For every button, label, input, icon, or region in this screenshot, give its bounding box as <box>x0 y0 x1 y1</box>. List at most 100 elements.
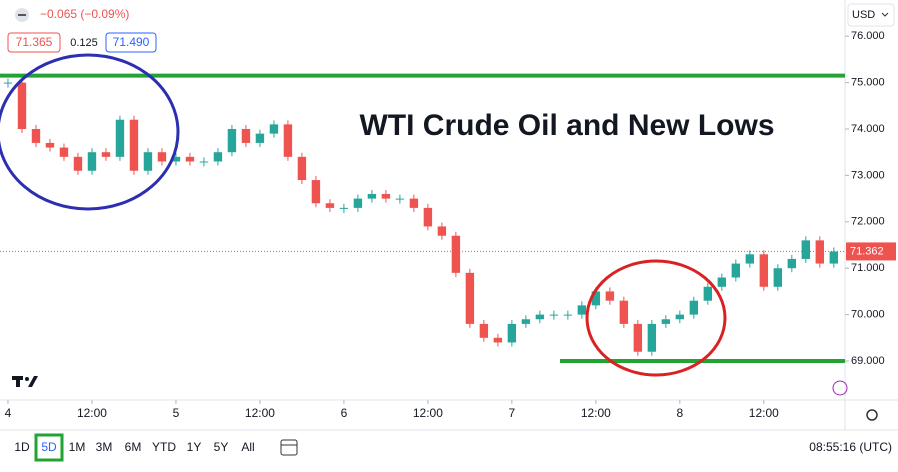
change: −0.065 (−0.09%) <box>40 7 129 21</box>
candle <box>661 319 671 324</box>
candle <box>493 337 503 343</box>
candle <box>745 254 755 264</box>
candle <box>241 129 251 143</box>
y-tick-label: 76.000 <box>851 30 885 42</box>
candle <box>353 198 363 208</box>
bid-box[interactable] <box>7 32 61 53</box>
x-tick-label: 12:00 <box>581 406 611 420</box>
x-tick-label: 12:00 <box>749 406 779 420</box>
ask: 71.490 <box>113 35 150 49</box>
candle <box>759 254 769 287</box>
candle <box>381 193 391 199</box>
candle <box>129 119 139 171</box>
candle <box>283 124 293 157</box>
range-button[interactable]: 1Y <box>187 440 202 454</box>
clock: 08:55:16 (UTC) <box>809 440 892 454</box>
candle <box>31 129 41 143</box>
currency-button[interactable] <box>847 3 895 27</box>
candle <box>269 124 279 134</box>
candle <box>87 152 97 171</box>
range-button[interactable]: YTD <box>152 440 176 454</box>
candle <box>731 263 741 278</box>
candle <box>437 226 447 236</box>
bid: 71.365 <box>16 35 53 49</box>
candle <box>59 147 69 157</box>
candle <box>465 272 475 324</box>
candle <box>689 300 699 315</box>
candle <box>227 129 237 153</box>
toolbar: 1D 5D 1M 3M 6M YTD 1Y 5Y All <box>14 440 254 454</box>
candle <box>143 152 153 171</box>
candle <box>297 156 307 181</box>
highlight-ellipse <box>585 259 727 377</box>
x-tick-label: 12:00 <box>413 406 443 420</box>
candle <box>535 314 545 320</box>
candle <box>829 251 839 264</box>
candle <box>395 198 405 200</box>
candle <box>423 207 433 227</box>
y-tick-label: 70.000 <box>851 309 885 321</box>
range-button[interactable]: 5Y <box>214 440 229 454</box>
candle <box>633 323 643 352</box>
candle <box>507 323 517 343</box>
candle <box>773 268 783 287</box>
x-tick-label: 8 <box>676 406 683 420</box>
date-range-button[interactable] <box>280 439 298 456</box>
candle <box>801 240 811 259</box>
candle <box>339 207 349 209</box>
range-highlight <box>34 433 64 462</box>
y-tick-label: 74.000 <box>851 123 885 135</box>
candle <box>199 161 209 163</box>
candle <box>549 314 559 316</box>
x-tick-label: 12:00 <box>77 406 107 420</box>
y-tick-label: 73.000 <box>851 169 885 181</box>
candle <box>703 286 713 301</box>
x-tick-label: 5 <box>173 406 180 420</box>
settings-button[interactable] <box>866 409 878 421</box>
x-tick-label: 6 <box>341 406 348 420</box>
candle <box>73 156 83 171</box>
candle <box>185 156 195 162</box>
last-price-label: 71.362 <box>850 245 884 257</box>
last-price-tag <box>846 242 896 261</box>
highlight-ellipse <box>0 53 180 211</box>
range-button[interactable]: All <box>241 440 254 454</box>
candle <box>563 314 573 316</box>
candle <box>367 193 377 199</box>
candle <box>619 300 629 324</box>
candle <box>213 152 223 162</box>
y-tick-label: 69.000 <box>851 355 885 367</box>
candle <box>479 323 489 338</box>
candle <box>101 152 111 157</box>
icon <box>881 12 889 17</box>
candle <box>17 82 27 130</box>
ask-box[interactable] <box>105 32 157 53</box>
range-button[interactable]: 5D <box>41 440 57 454</box>
candle <box>255 133 265 143</box>
candle <box>451 235 461 273</box>
candle <box>577 305 587 315</box>
spread: 0.125 <box>70 37 98 49</box>
candle <box>157 152 167 162</box>
candle <box>675 314 685 320</box>
range-button[interactable]: 3M <box>96 440 113 454</box>
candle <box>647 323 657 352</box>
currency: USD <box>852 9 875 21</box>
range-button[interactable]: 1D <box>14 440 30 454</box>
y-tick-label: 75.000 <box>851 77 885 89</box>
range-button[interactable]: 1M <box>69 440 86 454</box>
range-button[interactable]: 6M <box>125 440 142 454</box>
candle <box>717 277 727 287</box>
candle <box>45 142 55 148</box>
x-tick-label: 7 <box>509 406 516 420</box>
candle <box>787 258 797 269</box>
x-tick-label: 12:00 <box>245 406 275 420</box>
candle <box>171 156 181 162</box>
icon[interactable] <box>832 380 848 396</box>
logo <box>12 376 38 387</box>
y-tick-label: 72.000 <box>851 216 885 228</box>
candle <box>591 291 601 306</box>
candle <box>605 291 615 301</box>
candle <box>311 180 321 204</box>
